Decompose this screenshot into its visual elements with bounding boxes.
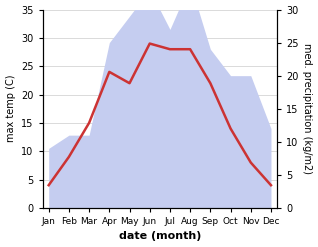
X-axis label: date (month): date (month) <box>119 231 201 242</box>
Y-axis label: med. precipitation (kg/m2): med. precipitation (kg/m2) <box>302 43 313 174</box>
Y-axis label: max temp (C): max temp (C) <box>5 75 16 143</box>
